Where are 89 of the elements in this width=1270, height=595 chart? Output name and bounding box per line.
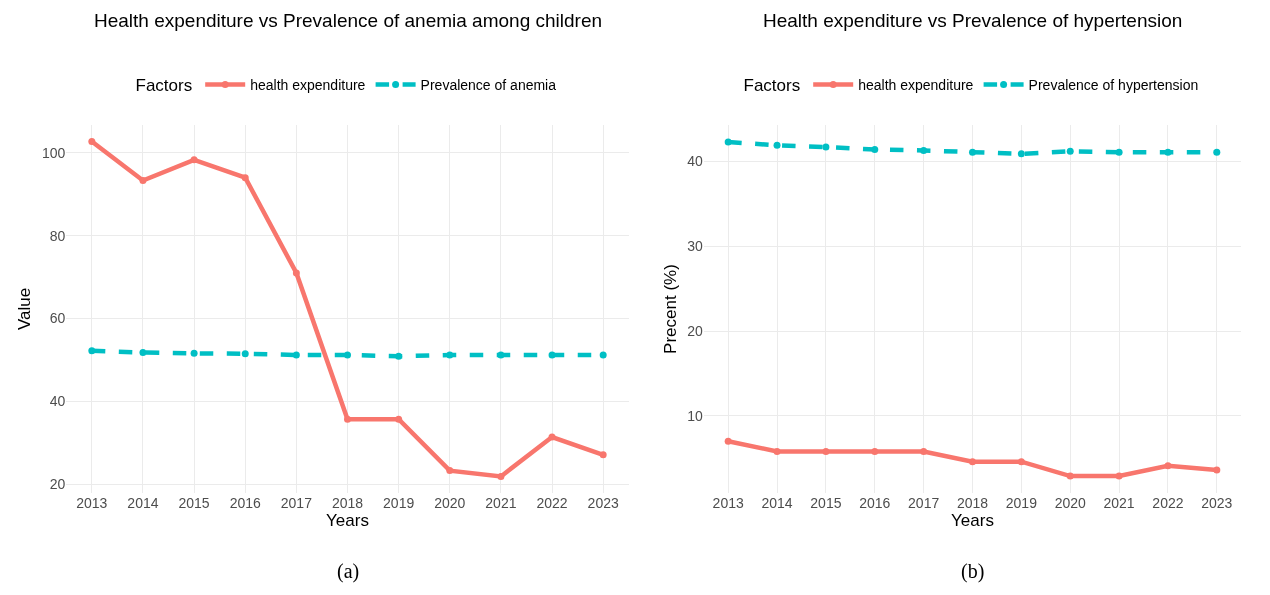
point [724, 138, 732, 146]
point [395, 415, 403, 423]
point [497, 472, 505, 480]
x-tick-label: 2018 [331, 495, 364, 511]
point [599, 451, 607, 459]
x-tick-label: 2016 [859, 495, 891, 511]
point [969, 458, 976, 466]
point [822, 143, 830, 151]
point [599, 351, 607, 359]
point [139, 177, 147, 185]
x-tick-label: 2020 [1054, 495, 1087, 511]
x-tick-label: 2013 [76, 495, 108, 511]
legend-label: health expenditure [858, 77, 974, 94]
point [292, 351, 300, 359]
point [1164, 148, 1172, 156]
point [1213, 466, 1221, 474]
y-tick-label: 100 [41, 144, 66, 161]
point [1066, 147, 1074, 155]
point [190, 156, 198, 164]
point [773, 141, 781, 149]
y-tick-label: 60 [49, 310, 66, 327]
x-tick-label: 2022 [536, 495, 568, 511]
x-tick-label: 2016 [229, 495, 262, 511]
chart-title: Health expenditure vs Prevalence of anemia among children [94, 10, 603, 31]
point [920, 447, 928, 455]
point [969, 148, 976, 156]
point [446, 351, 454, 359]
legend-label: Prevalence of anemia [420, 77, 557, 94]
text: (a) [337, 560, 360, 583]
x-axis-title: Years [951, 511, 994, 531]
x-tick-label: 2017 [280, 495, 313, 511]
point [497, 351, 505, 359]
x-tick-label: 2015 [178, 495, 210, 511]
point [344, 415, 351, 423]
point [871, 146, 879, 154]
point [1213, 148, 1221, 156]
legend-title: Factors [135, 76, 193, 96]
point [548, 433, 556, 441]
y-tick-label: 20 [49, 476, 66, 493]
y-axis-title: Value [15, 287, 35, 331]
point [1017, 458, 1025, 466]
point [920, 146, 928, 154]
legend-label: health expenditure [250, 77, 366, 94]
point [446, 467, 454, 475]
y-tick-label: 40 [687, 153, 703, 170]
x-tick-label: 2017 [908, 495, 940, 511]
point [773, 447, 781, 455]
x-tick-label: 2021 [1103, 495, 1135, 511]
chart-title: Health expenditure vs Prevalence of hypertension [763, 10, 1183, 31]
point [548, 351, 556, 359]
x-tick-label: 2013 [712, 495, 744, 511]
x-tick-label: 2020 [434, 495, 466, 511]
point [1164, 462, 1172, 470]
point [1115, 472, 1123, 480]
point [88, 138, 96, 146]
point [871, 447, 879, 455]
y-tick-label: 10 [687, 407, 703, 424]
point [88, 347, 96, 355]
x-tick-label: 2019 [1005, 495, 1038, 511]
x-tick-label: 2019 [383, 495, 415, 511]
point [292, 269, 300, 277]
point [395, 352, 403, 360]
y-tick-label: 40 [49, 393, 66, 410]
x-tick-label: 2014 [761, 495, 793, 511]
x-tick-label: 2022 [1152, 495, 1184, 511]
point [822, 447, 830, 455]
legend-label: Prevalence of hypertension [1028, 77, 1199, 94]
point [1017, 150, 1025, 158]
point [190, 349, 198, 357]
text: (b) [961, 560, 985, 583]
point [241, 174, 249, 182]
point [241, 350, 249, 358]
point [139, 349, 147, 357]
point [1115, 148, 1123, 156]
point [724, 437, 732, 445]
y-axis-title: Precent (%) [660, 264, 680, 354]
y-tick-label: 30 [687, 238, 703, 255]
x-tick-label: 2015 [810, 495, 842, 511]
x-tick-label: 2021 [485, 495, 517, 511]
y-tick-label: 20 [687, 322, 703, 339]
x-tick-label: 2014 [127, 495, 159, 511]
point [1066, 472, 1074, 480]
x-axis-title: Years [326, 511, 369, 531]
x-tick-label: 2023 [1201, 495, 1233, 511]
legend-title: Factors [743, 76, 801, 96]
point [344, 351, 351, 359]
x-tick-label: 2023 [587, 495, 619, 511]
x-tick-label: 2018 [956, 495, 989, 511]
y-tick-label: 80 [49, 227, 66, 244]
